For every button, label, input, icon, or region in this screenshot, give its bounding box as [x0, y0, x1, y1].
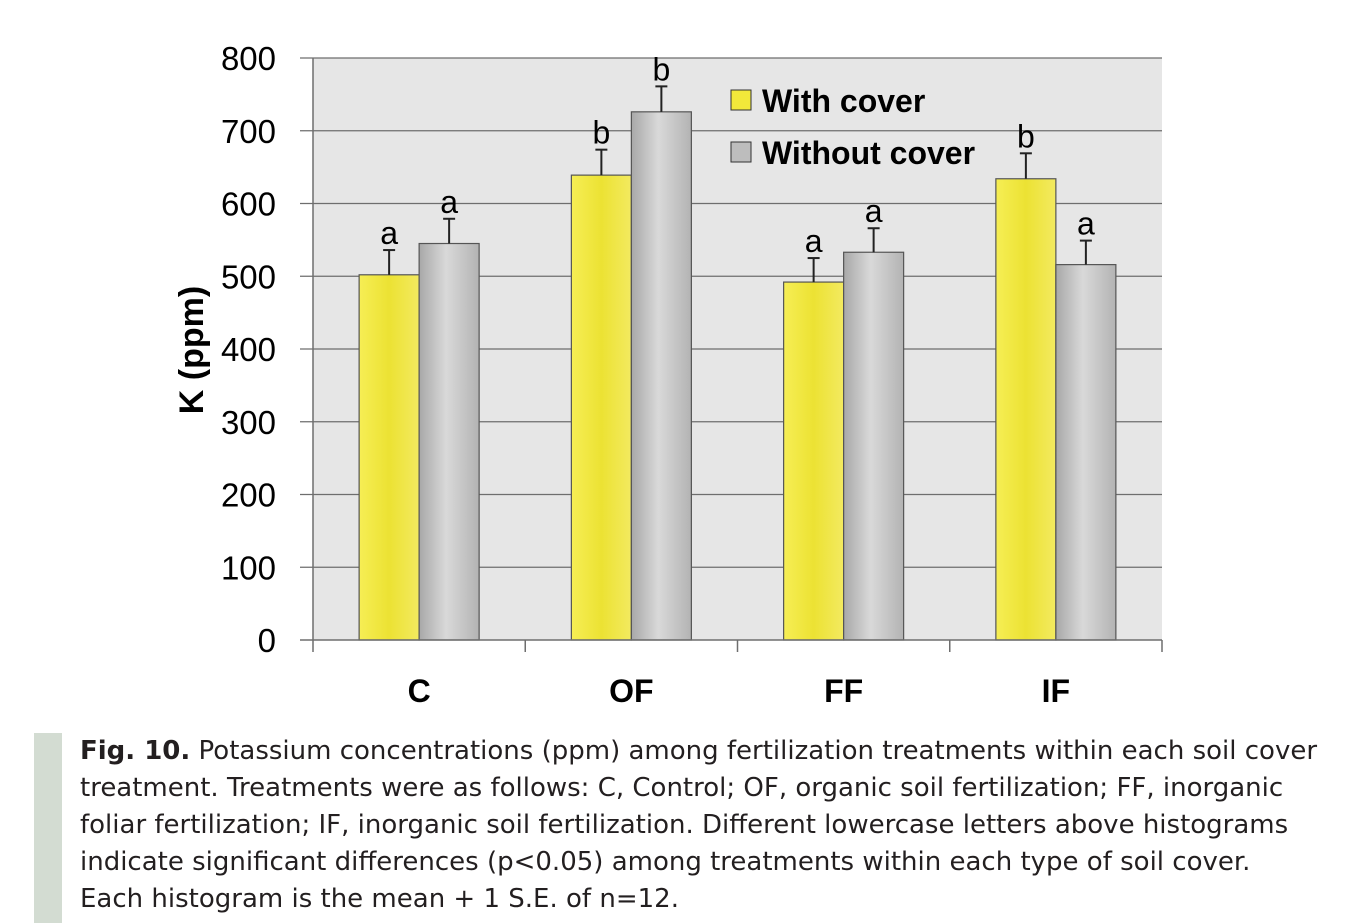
bar [418, 242, 480, 641]
bar-chart: 0 100 200 300 400 500 600 700 800 Ca a OF b b FF a a IF b a… [173, 40, 1163, 709]
bars [358, 85, 1117, 641]
x-tick-label: FF [824, 673, 863, 709]
y-tick-label: 300 [221, 404, 276, 441]
significance-letter: b [1017, 118, 1035, 154]
y-tick-label: 200 [221, 477, 276, 514]
bar [570, 174, 632, 641]
caption-label: Fig. 10. [80, 736, 191, 766]
bar [995, 178, 1057, 641]
y-tick-label: 800 [221, 40, 276, 77]
legend-swatch-without-cover [730, 141, 752, 163]
significance-letter: a [380, 215, 398, 251]
caption-accent-bar [34, 733, 62, 923]
x-tick-label: IF [1042, 673, 1070, 709]
caption-text: Potassium concentrations (ppm) among fer… [80, 736, 1318, 914]
y-tick-label: 400 [221, 331, 276, 368]
axes [300, 58, 1163, 652]
y-tick-label: 0 [258, 622, 276, 659]
legend-label-with-cover: With cover [762, 83, 925, 119]
significance-letter: a [805, 223, 823, 259]
legend-label-without-cover: Without cover [762, 135, 975, 171]
bar [1055, 264, 1117, 641]
significance-letter: a [1077, 206, 1095, 242]
significance-letter: a [440, 184, 458, 220]
bar [843, 251, 905, 641]
figure-caption: Fig. 10. Potassium concentrations (ppm) … [80, 733, 1320, 918]
bar [358, 274, 420, 641]
y-tick-label: 500 [221, 258, 276, 295]
bar [783, 281, 845, 641]
labels: 0 100 200 300 400 500 600 700 800 Ca a OF b b FF a a IF b a [221, 40, 1095, 709]
x-tick-label: C [408, 673, 431, 709]
y-axis-label: K (ppm) [173, 286, 211, 414]
significance-letter: b [592, 115, 610, 151]
legend-swatch-with-cover [730, 89, 752, 111]
y-tick-label: 100 [221, 549, 276, 586]
significance-letter: b [652, 51, 670, 87]
y-tick-label: 600 [221, 186, 276, 223]
x-tick-label: OF [609, 673, 653, 709]
legend: With cover Without cover [730, 83, 975, 171]
bar [630, 111, 692, 641]
y-tick-label: 700 [221, 113, 276, 150]
significance-letter: a [865, 193, 883, 229]
